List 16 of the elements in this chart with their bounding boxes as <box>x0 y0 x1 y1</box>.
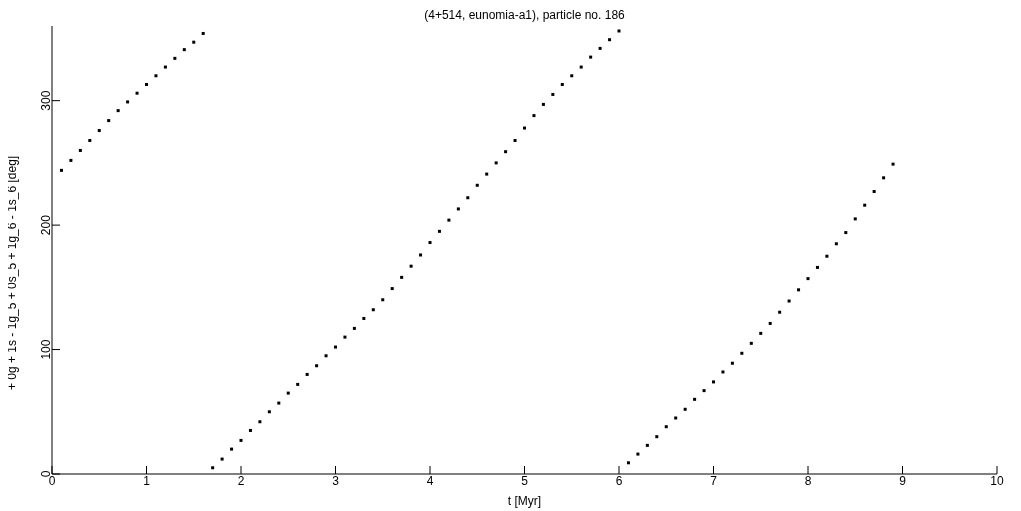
chart-title: (4+514, eunomia-a1), particle no. 186 <box>423 8 626 22</box>
y-tick-label: 200 <box>39 214 54 236</box>
x-tick-label: 5 <box>521 473 529 488</box>
x-tick-label: 1 <box>143 473 151 488</box>
y-axis-title: + 0g + 1s - 1g_5 + 0s_5 + 1g_6 - 1s_6 [deg] <box>5 155 20 390</box>
x-tick-label: 2 <box>237 473 245 488</box>
x-tick-label: 4 <box>426 473 434 488</box>
x-tick-label: 7 <box>710 473 718 488</box>
y-tick-label: 100 <box>39 339 54 360</box>
x-tick-label: 9 <box>899 473 907 488</box>
y-tick-label: 300 <box>39 90 54 111</box>
x-axis-title: t [Myr] <box>507 494 542 508</box>
x-tick-label: 10 <box>990 473 1004 488</box>
x-tick-label: 6 <box>615 473 623 488</box>
x-tick-label: 3 <box>332 473 340 488</box>
x-tick-label: 8 <box>804 473 812 488</box>
